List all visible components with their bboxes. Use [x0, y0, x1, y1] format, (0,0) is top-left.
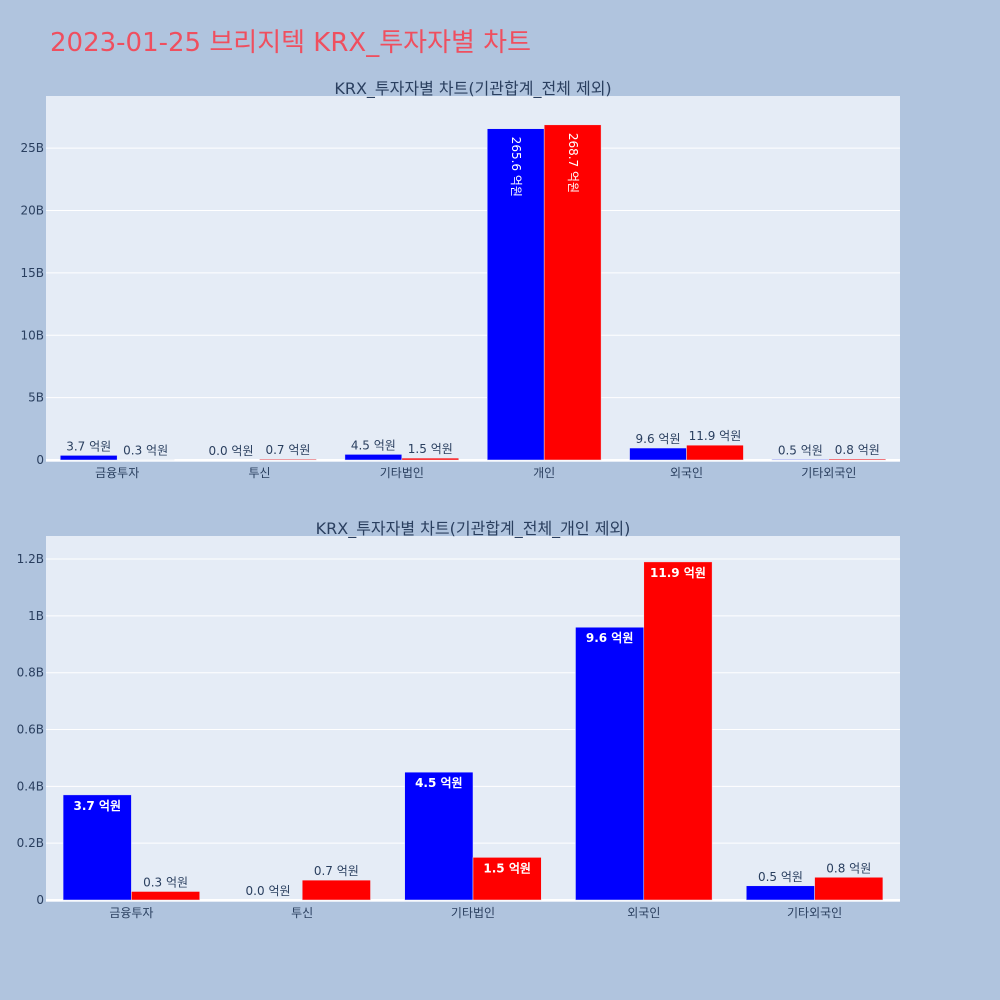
x-tick-label: 외국인 [670, 466, 703, 480]
x-tick-label: 투신 [291, 906, 313, 920]
bar [486, 128, 545, 461]
data-label: 0.5 억원 [758, 870, 803, 884]
page-title: 2023-01-25 브리지텍 KRX_투자자별 차트 [50, 28, 532, 58]
data-label: 0.3 억원 [123, 444, 168, 458]
data-label: 1.5 억원 [408, 442, 453, 456]
y-tick-label: 0.8B [17, 666, 44, 680]
data-label: 11.9 억원 [689, 429, 742, 443]
data-label: 4.5 억원 [351, 438, 396, 452]
bar [575, 626, 645, 901]
y-tick-label: 1.2B [17, 552, 44, 566]
data-label: 4.5 억원 [415, 776, 463, 790]
bar [828, 458, 887, 461]
bar [543, 124, 602, 461]
y-tick-label: 0.2B [17, 836, 44, 850]
data-label: 9.6 억원 [586, 631, 634, 645]
x-tick-label: 개인 [533, 466, 555, 480]
x-tick-label: 기타법인 [380, 466, 424, 480]
x-tick-label: 투신 [248, 466, 270, 480]
plot-area [46, 96, 900, 462]
x-tick-label: 기타법인 [451, 906, 495, 920]
y-tick-label: 0.4B [17, 779, 44, 793]
data-label: 0.0 억원 [209, 444, 254, 458]
data-label: 0.7 억원 [314, 864, 359, 878]
bar [59, 455, 118, 461]
bar [629, 447, 687, 461]
bar [62, 794, 132, 901]
data-label: 268.7 억원 [566, 133, 580, 193]
data-label: 0.0 억원 [246, 884, 291, 898]
bar [643, 561, 713, 901]
bar [301, 879, 371, 901]
x-tick-label: 외국인 [627, 906, 660, 920]
bar [771, 459, 830, 461]
y-tick-label: 0.6B [17, 723, 44, 737]
bar [131, 891, 200, 901]
y-tick-label: 15B [20, 266, 44, 280]
data-label: 0.7 억원 [265, 443, 310, 457]
y-tick-label: 20B [20, 204, 44, 218]
x-tick-label: 기타외국인 [787, 906, 842, 920]
data-label: 1.5 억원 [483, 861, 531, 875]
y-tick-label: 5B [28, 391, 44, 405]
bar [472, 857, 542, 901]
data-label: 265.6 억원 [509, 137, 523, 197]
chart-title: KRX_투자자별 차트(기관합계_전체 제외) [334, 79, 611, 99]
y-tick-label: 0 [36, 893, 44, 907]
data-label: 0.8 억원 [835, 443, 880, 457]
bar [259, 458, 317, 461]
x-tick-label: 금융투자 [95, 466, 139, 480]
data-label: 9.6 억원 [636, 432, 681, 446]
data-label: 3.7 억원 [66, 439, 111, 453]
bar [344, 454, 403, 461]
data-label: 11.9 억원 [650, 566, 706, 580]
y-tick-label: 1B [28, 609, 44, 623]
data-label: 0.8 억원 [826, 861, 871, 875]
chart-top: 0 5B 10B 15B 20B 25B KRX_투자자별 차트(기관합계_전체 제외) 금융… [20, 79, 900, 480]
bar [746, 885, 815, 901]
chart-bottom: 0 0.2B 0.4B 0.6B 0.8B 1B 1.2B KRX_투자자별 차트(기관합계_… [17, 519, 900, 920]
x-tick-label: 기타외국인 [801, 466, 856, 480]
y-tick-label: 10B [20, 328, 44, 342]
bar [404, 771, 474, 901]
data-label: 3.7 억원 [73, 799, 121, 813]
data-label: 0.3 억원 [143, 875, 188, 889]
y-tick-label: 25B [20, 141, 44, 155]
bar [814, 877, 884, 901]
x-tick-label: 금융투자 [109, 906, 153, 920]
data-label: 0.5 억원 [778, 443, 823, 457]
bar [686, 444, 744, 461]
bar [401, 457, 460, 461]
y-tick-label: 0 [36, 453, 44, 467]
chart-title: KRX_투자자별 차트(기관합계_전체_개인 제외) [316, 519, 631, 539]
